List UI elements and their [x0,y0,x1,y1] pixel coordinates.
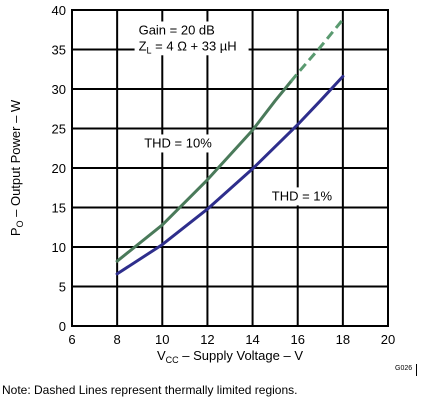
load-annotation-bg [134,37,249,56]
series-line-1 [115,80,293,263]
plot-frame [71,9,389,327]
y-tick-label: 20 [52,161,66,176]
x-tick-label: 6 [68,332,75,347]
figure-id-bar [416,364,417,376]
x-tick-label: 12 [200,332,214,347]
thd-1-label: THD = 1% [272,188,333,203]
x-tick-label: 18 [336,332,350,347]
y-tick-label: 35 [52,43,66,58]
x-tick-label: 10 [155,332,169,347]
y-tick-label: 5 [59,280,66,295]
y-tick-label: 10 [52,240,66,255]
y-tick-label: 15 [52,201,66,216]
thd-10-label: THD = 10% [144,135,212,150]
thd-1-label-bg [267,187,338,206]
gain-annotation-bg [134,21,249,40]
y-tick-label: 30 [52,82,66,97]
series-line-2 [115,74,345,276]
gain-annotation: Gain = 20 dB [139,22,215,37]
load-annotation: ZL = 4 Ω + 33 µH [139,38,237,55]
y-tick-label: 0 [59,319,66,334]
x-tick-label: 8 [114,332,121,347]
x-tick-label: 16 [290,332,304,347]
series-dashed-line-1 [289,18,345,83]
x-axis-label: VCC – Supply Voltage – V [157,348,303,365]
thd-10-label-bg [140,134,217,153]
x-tick-label: 14 [245,332,259,347]
figure-id: G026 [395,365,413,372]
y-tick-label: 25 [52,122,66,137]
x-tick-label: 20 [381,332,395,347]
y-axis-label: PO – Output Power – W [8,99,25,236]
footnote: Note: Dashed Lines represent thermally l… [2,383,298,397]
y-tick-label: 40 [52,3,66,18]
